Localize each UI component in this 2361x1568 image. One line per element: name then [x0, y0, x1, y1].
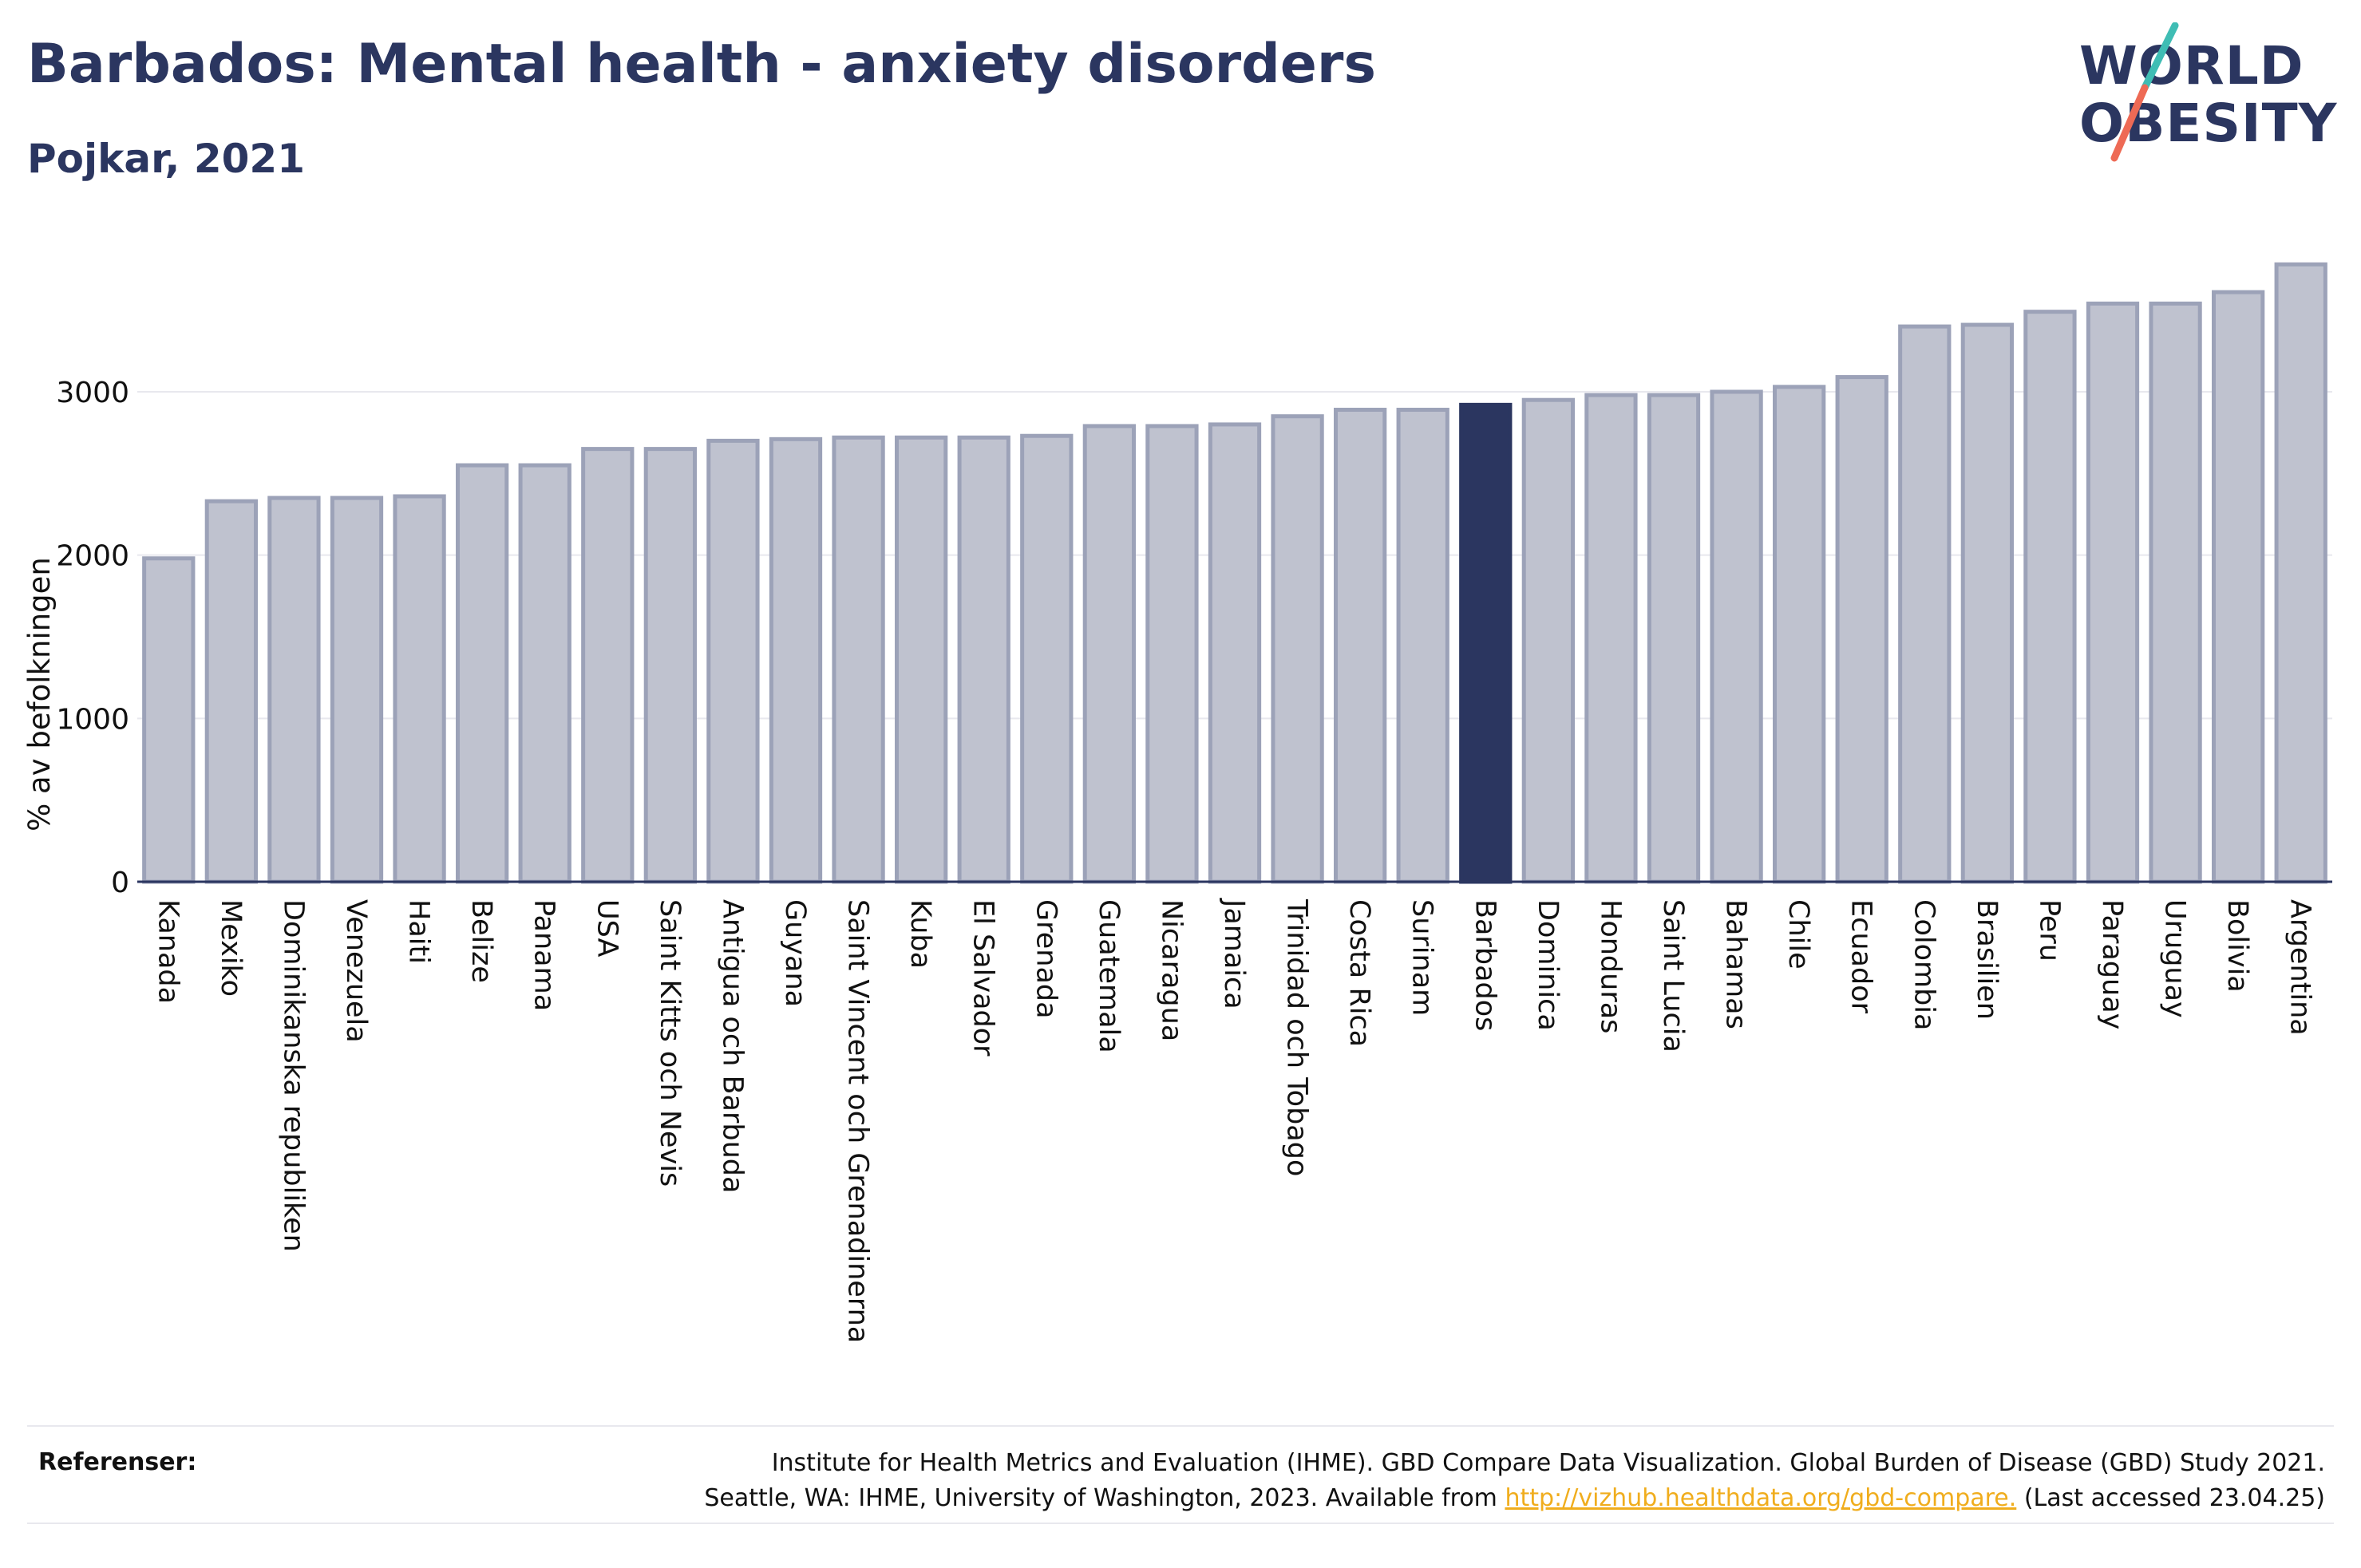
y-axis-label: % av befolkningen — [22, 557, 57, 831]
bar-bolivia — [2212, 290, 2265, 884]
x-tick-label: Guatemala — [1093, 899, 1125, 1053]
bar-nicaragua — [1145, 424, 1199, 884]
bar-jamaica — [1208, 422, 1262, 884]
chart-subtitle: Pojkar, 2021 — [27, 136, 305, 182]
bar-chart: 0 1000 2000 3000 Kanada Mexiko Dominikanska r… — [22, 262, 2332, 1343]
y-tick-label: 1000 — [56, 703, 129, 736]
x-tick-label: Honduras — [1594, 899, 1626, 1033]
bar-dominikanska-republiken — [267, 496, 321, 884]
bar-colombia — [1898, 324, 1952, 884]
chart-title: Barbados: Mental health - anxiety disord… — [27, 33, 1376, 96]
x-tick-label: Dominikanska republiken — [277, 899, 309, 1252]
bar-bahamas — [1710, 389, 1763, 884]
bar-trinidad-och-tobago — [1271, 414, 1324, 884]
bar-belize — [456, 463, 509, 884]
x-tick-label: Bolivia — [2221, 899, 2253, 993]
bar-argentina — [2274, 262, 2327, 884]
x-tick-label: El Salvador — [967, 899, 999, 1057]
x-tick-label: Bahamas — [1720, 899, 1752, 1029]
reference-line-1: Institute for Health Metrics and Evaluat… — [771, 1449, 2325, 1477]
x-tick-label: Guyana — [779, 899, 811, 1007]
y-tick-label: 2000 — [56, 540, 129, 573]
references-label: Referenser: — [38, 1448, 197, 1476]
references-text: Institute for Health Metrics and Evaluat… — [409, 1446, 2325, 1516]
bar-grenada — [1020, 433, 1074, 884]
x-tick-label: Antigua och Barbuda — [716, 899, 748, 1193]
x-tick-label: Paraguay — [2096, 899, 2128, 1029]
x-tick-label: Brasilien — [1971, 899, 2003, 1020]
y-tick-label: 0 — [111, 867, 129, 899]
bar-chile — [1773, 385, 1826, 884]
logo-slash-icon — [2110, 22, 2179, 162]
x-tick-label: Colombia — [1908, 899, 1940, 1030]
x-tick-label: Haiti — [403, 899, 435, 964]
reference-line-2: Seattle, WA: IHME, University of Washing… — [409, 1481, 2325, 1516]
x-tick-label: Venezuela — [340, 899, 372, 1043]
bar-costa-rica — [1334, 407, 1387, 884]
x-tick-label: Belize — [465, 899, 497, 983]
bar-kuba — [895, 435, 948, 884]
bar-saint-lucia — [1647, 393, 1701, 884]
bar-kanada — [142, 556, 196, 884]
bar-antigua-och-barbuda — [706, 438, 760, 884]
x-tick-label: Uruguay — [2159, 899, 2191, 1018]
bar-guatemala — [1082, 424, 1136, 884]
x-tick-label: Peru — [2033, 899, 2065, 962]
x-tick-label: Dominica — [1532, 899, 1564, 1031]
bar-uruguay — [2149, 301, 2202, 884]
bar-paraguay — [2086, 301, 2140, 884]
bar-saint-kitts-och-nevis — [643, 447, 698, 884]
bar-saint-vincent-och-grenadinerna — [832, 435, 885, 884]
x-tick-label: Saint Vincent och Grenadinerna — [842, 899, 874, 1343]
x-tick-label: USA — [591, 899, 623, 957]
bar-mexiko — [204, 499, 259, 884]
bar-venezuela — [330, 496, 384, 884]
x-tick-label: Costa Rica — [1343, 899, 1375, 1047]
x-tick-label: Surinam — [1406, 899, 1438, 1016]
bar-usa — [581, 447, 635, 884]
bar-barbados — [1459, 402, 1513, 884]
category-labels: Kanada Mexiko Dominikanska republiken Venez… — [152, 898, 2316, 1343]
world-obesity-logo: WORLD OBESITY — [2079, 22, 2343, 166]
x-tick-label: Jamaica — [1218, 898, 1250, 1009]
bar-surinam — [1396, 407, 1449, 884]
bar-honduras — [1584, 393, 1638, 884]
reference-line-2-prefix: Seattle, WA: IHME, University of Washing… — [704, 1484, 1505, 1512]
bar-haiti — [393, 494, 446, 884]
footer-divider-bottom — [27, 1523, 2334, 1524]
y-tick-label: 3000 — [56, 377, 129, 409]
x-tick-label: Saint Kitts och Nevis — [654, 899, 686, 1187]
x-tick-label: Ecuador — [1845, 899, 1877, 1014]
x-tick-label: Chile — [1782, 899, 1814, 970]
footer-divider-top — [27, 1425, 2334, 1427]
x-tick-label: Saint Lucia — [1657, 899, 1689, 1053]
reference-line-2-suffix: (Last accessed 23.04.25) — [2016, 1484, 2325, 1512]
x-tick-label: Kuba — [904, 899, 936, 969]
x-tick-label: Barbados — [1469, 899, 1501, 1031]
bar-panama — [518, 463, 571, 884]
x-tick-label: Argentina — [2284, 899, 2316, 1036]
x-tick-label: Mexiko — [215, 899, 247, 997]
reference-link[interactable]: http://vizhub.healthdata.org/gbd-compare… — [1505, 1484, 2017, 1512]
x-tick-label: Kanada — [152, 899, 184, 1004]
x-tick-label: Panama — [528, 899, 560, 1011]
bar-brasilien — [1960, 322, 2015, 884]
x-tick-label: Trinidad och Tobago — [1281, 899, 1313, 1176]
bar-guyana — [769, 436, 823, 884]
bar-peru — [2023, 310, 2077, 884]
logo-line-world: WORLD — [2079, 35, 2304, 97]
bars — [142, 262, 2327, 884]
axes: 0 1000 2000 3000 — [56, 377, 2332, 899]
x-tick-label: Grenada — [1030, 899, 1062, 1019]
bar-dominica — [1521, 397, 1575, 884]
x-tick-label: Nicaragua — [1155, 899, 1187, 1041]
bar-ecuador — [1835, 375, 1888, 884]
bar-el-salvador — [957, 435, 1010, 884]
